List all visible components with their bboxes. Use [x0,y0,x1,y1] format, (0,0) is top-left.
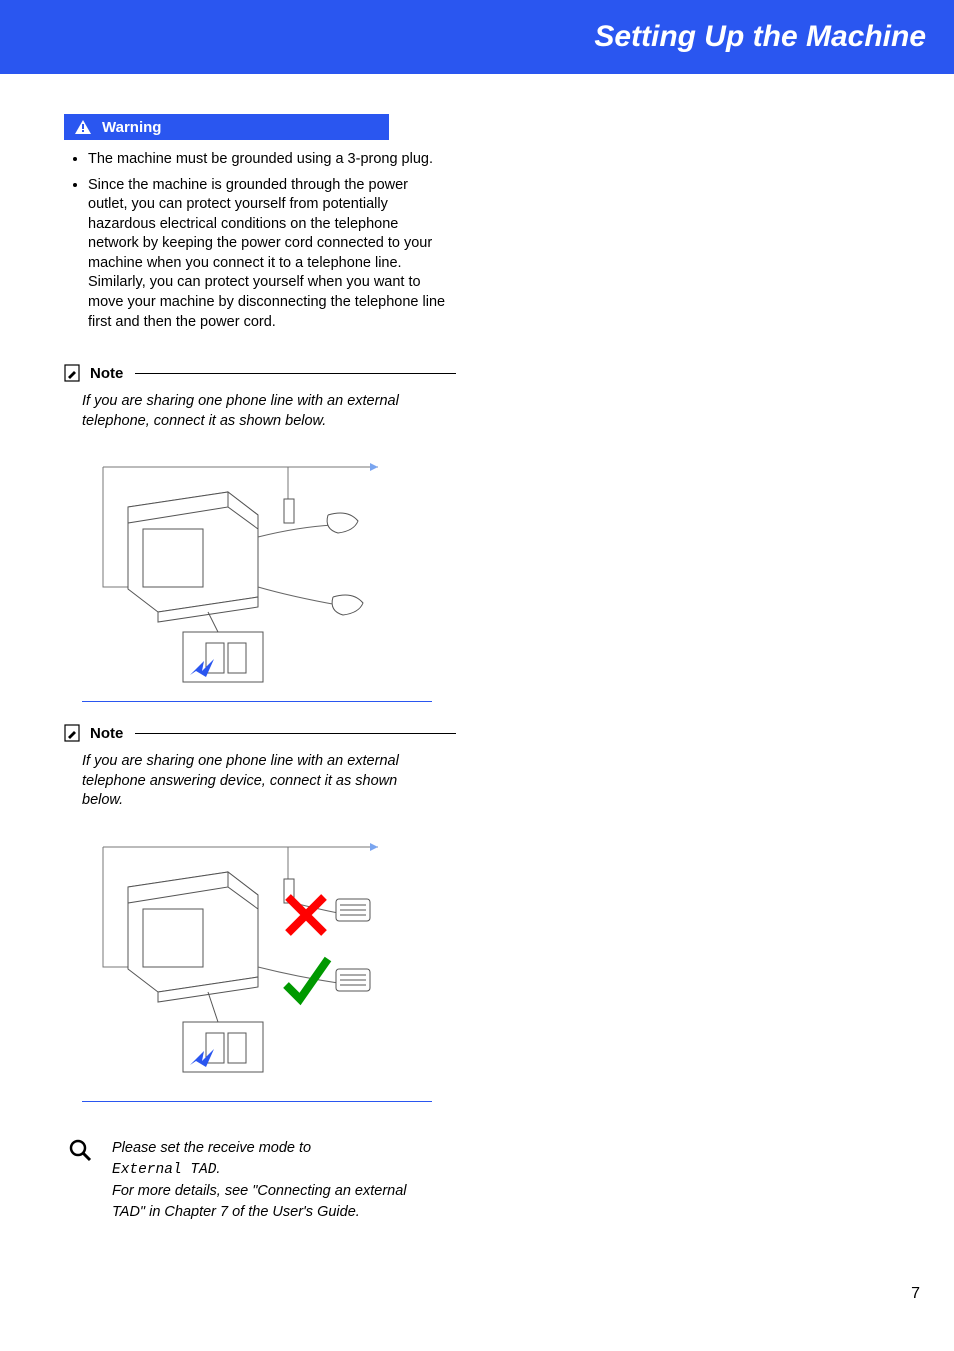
note-text: If you are sharing one phone line with a… [64,382,424,443]
warning-item: Since the machine is grounded through th… [88,176,448,333]
note-bottom-rule [82,701,432,702]
page-number: 7 [911,1285,920,1303]
note-rule [135,373,456,374]
exclamation-triangle-icon [74,119,92,135]
warning-label: Warning [102,119,161,136]
note-bottom-rule [82,1101,432,1102]
footer-note: Please set the receive mode to External … [64,1138,456,1223]
external-telephone-diagram [88,447,398,687]
page-title: Setting Up the Machine [594,20,926,54]
note-label: Note [90,365,123,382]
pencil-note-icon [64,364,84,382]
note-block-1: Note If you are sharing one phone line w… [64,364,456,702]
footer-line1: Please set the receive mode to [112,1140,311,1156]
note-block-2: Note If you are sharing one phone line w… [64,724,456,1102]
warning-heading-bar: Warning [64,114,389,140]
magnifier-icon [68,1138,94,1223]
note-heading: Note [64,724,456,742]
pencil-note-icon [64,724,84,742]
warning-item: The machine must be grounded using a 3-p… [88,150,448,170]
manual-page: Setting Up the Machine Warning The machi… [0,0,954,1351]
footer-text: Please set the receive mode to External … [112,1138,412,1223]
receive-mode-value: External TAD [112,1162,216,1178]
left-column: Warning The machine must be grounded usi… [0,74,520,1223]
footer-period: . [216,1161,220,1177]
note-text: If you are sharing one phone line with a… [64,742,424,823]
external-tad-diagram [88,827,398,1087]
note-heading: Note [64,364,456,382]
warning-body: The machine must be grounded using a 3-p… [64,140,456,356]
note-rule [135,733,456,734]
footer-line2: For more details, see "Connecting an ext… [112,1183,407,1220]
note-label: Note [90,725,123,742]
page-banner: Setting Up the Machine [0,0,954,74]
